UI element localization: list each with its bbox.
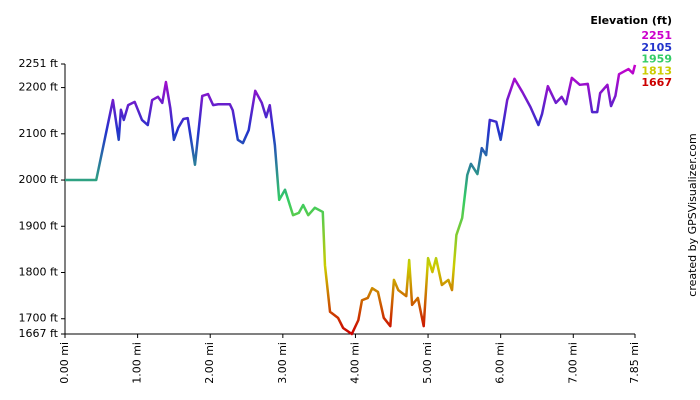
x-tick-label: 4.00 mi [348,342,361,384]
x-tick-label: 7.00 mi [566,342,579,384]
legend-title: Elevation (ft) [590,14,672,27]
y-tick-label: 1700 ft [19,312,59,325]
y-tick-label: 2251 ft [19,57,59,70]
x-tick-label: 7.85 mi [628,342,641,384]
y-tick-label: 1667 ft [19,327,59,340]
x-tick-label: 2.00 mi [203,342,216,384]
legend-value: 2105 [641,41,672,54]
x-tick-label: 1.00 mi [131,342,144,384]
y-tick-label: 1800 ft [19,266,59,279]
legend-value: 1667 [641,76,672,89]
x-tick-label: 5.00 mi [421,342,434,384]
y-tick-label: 2000 ft [19,173,59,186]
x-tick-label: 3.00 mi [276,342,289,384]
x-tick-label: 0.00 mi [58,342,71,384]
y-tick-label: 1900 ft [19,219,59,232]
legend-value: 1959 [641,53,672,66]
y-tick-label: 2100 ft [19,127,59,140]
legend-value: 1813 [641,64,672,77]
legend-value: 2251 [641,29,672,42]
elevation-line [65,64,637,336]
credit: created by GPSVisualizer.com [686,133,699,296]
y-tick-label: 2200 ft [19,81,59,94]
x-tick-label: 6.00 mi [494,342,507,384]
